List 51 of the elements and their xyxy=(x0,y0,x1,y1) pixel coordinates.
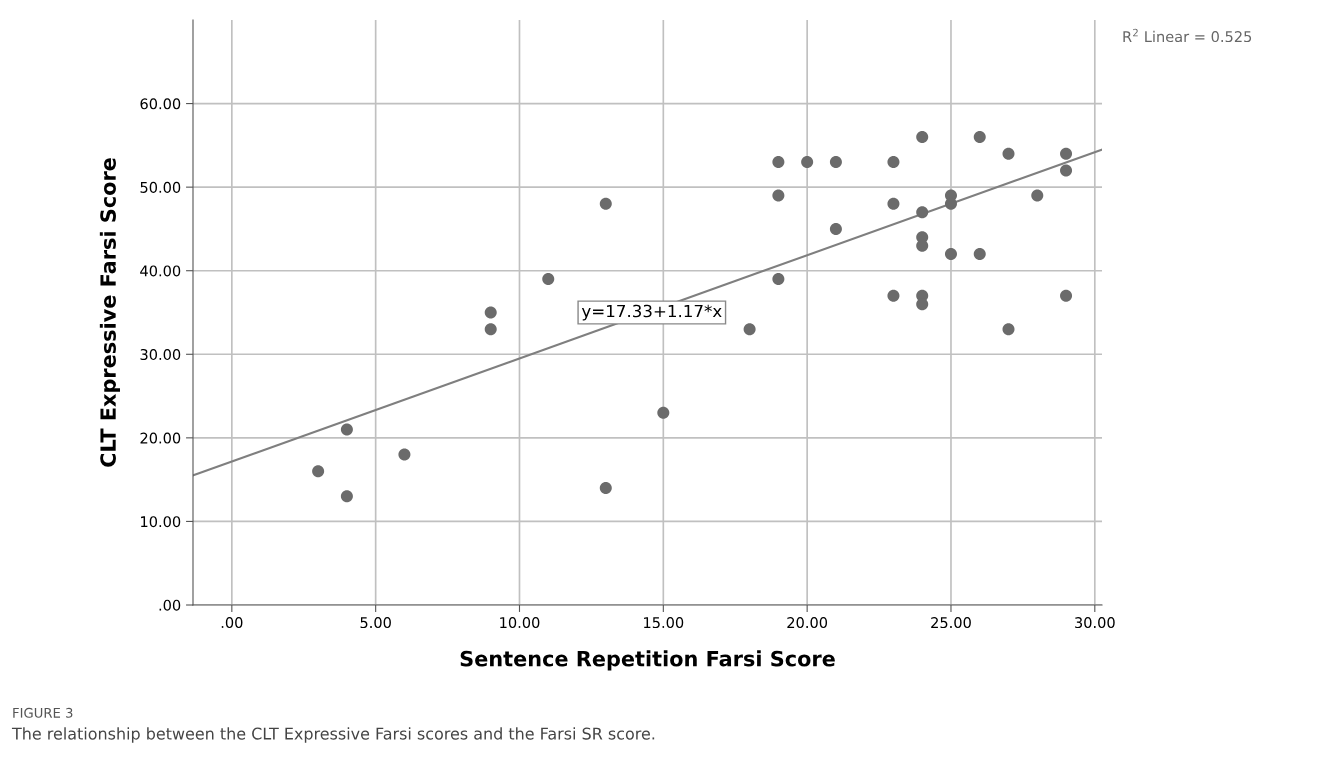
point xyxy=(973,247,986,261)
x-tick-label: 10.00 xyxy=(500,617,540,629)
point xyxy=(340,423,353,436)
text: The relationship between the CLT Expressive Farsi scores and the Farsi SR score. xyxy=(11,727,655,743)
point xyxy=(772,189,785,202)
point xyxy=(887,289,900,302)
point xyxy=(542,273,555,286)
annotation: y=17.33+1.17*x xyxy=(581,304,722,321)
point xyxy=(484,306,497,319)
point xyxy=(801,156,814,169)
point xyxy=(340,490,353,503)
point xyxy=(973,130,986,144)
point xyxy=(1060,147,1073,160)
point xyxy=(887,197,900,210)
point xyxy=(772,156,785,169)
point xyxy=(772,273,785,286)
point xyxy=(944,247,957,261)
point xyxy=(887,156,900,169)
text: R$^{2}$ Linear = 0.525 xyxy=(1123,28,1252,43)
point xyxy=(312,465,325,478)
point xyxy=(1002,323,1015,336)
y-tick-label: 10.00 xyxy=(141,516,181,528)
x-tick-label: 5.00 xyxy=(360,617,391,629)
y-tick-label: 20.00 xyxy=(140,432,181,444)
caption: FIGURE 3 xyxy=(13,707,73,718)
point xyxy=(599,481,612,495)
point xyxy=(398,448,411,461)
point xyxy=(599,197,612,210)
point xyxy=(916,206,929,219)
point xyxy=(743,323,756,336)
point xyxy=(829,222,842,235)
point xyxy=(1031,189,1044,202)
y-tick-label: 50.00 xyxy=(140,181,181,193)
point xyxy=(916,130,929,144)
y-tick-label: 30.00 xyxy=(140,349,181,361)
point xyxy=(657,406,670,419)
x-tick-label: .00 xyxy=(221,617,243,629)
point xyxy=(484,323,497,336)
y-tick-label: 60.00 xyxy=(140,98,181,110)
x-tick-label: 15.00 xyxy=(644,617,684,629)
point xyxy=(1002,147,1015,160)
y-tick-label: .00 xyxy=(159,599,181,611)
point xyxy=(1060,164,1073,177)
x-tick-label: 30.00 xyxy=(1075,617,1115,629)
point xyxy=(829,156,842,169)
y-tick-label: 40.00 xyxy=(140,265,181,277)
y-axis-title: CLT Expressive Farsi Score xyxy=(99,158,120,467)
x-tick-label: 20.00 xyxy=(787,617,828,629)
x-tick-label: 25.00 xyxy=(931,617,971,629)
x-axis-title: Sentence Repetition Farsi Score xyxy=(460,650,835,671)
point xyxy=(1060,289,1073,302)
